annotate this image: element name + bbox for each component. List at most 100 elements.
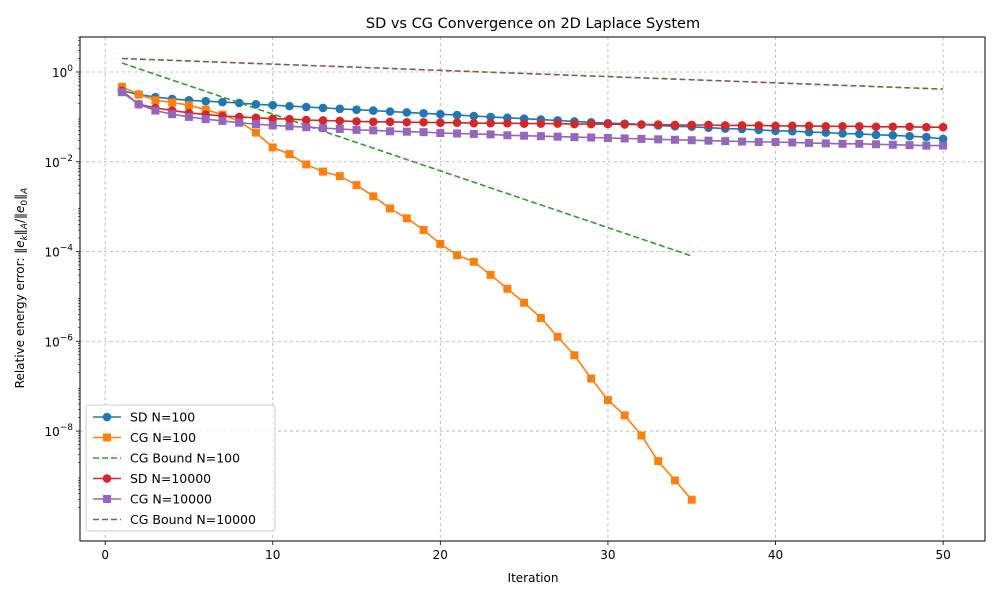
data-point (587, 374, 596, 383)
x-tick-label: 0 (101, 548, 109, 562)
data-point (620, 411, 629, 420)
x-axis-ticks: 0 10 20 30 40 50 (101, 541, 951, 562)
data-point (503, 284, 512, 293)
plot-area-border (79, 36, 986, 542)
data-point (302, 123, 311, 132)
data-point (536, 119, 546, 128)
series-cg-bound-n-100 (121, 62, 692, 257)
data-point (402, 108, 412, 117)
data-point (721, 137, 730, 146)
data-point (402, 214, 411, 223)
data-point (787, 121, 797, 131)
series-cg-bound-n-10000 (121, 57, 944, 90)
data-point (520, 131, 529, 140)
data-point (268, 143, 277, 152)
data-point (436, 239, 445, 248)
legend-label: CG N=100 (130, 430, 196, 445)
data-point (771, 121, 780, 131)
data-point (335, 116, 345, 126)
legend-item-cg-n-100: CG N=100 (93, 430, 196, 445)
data-point (922, 122, 931, 132)
data-point (687, 136, 696, 145)
data-point (134, 100, 143, 109)
y-tick-label: 10−2 (44, 154, 73, 170)
data-point (436, 118, 445, 128)
x-tick-label: 40 (768, 548, 783, 562)
data-point (737, 137, 746, 146)
data-point (486, 112, 495, 122)
data-point (385, 117, 395, 127)
data-point (319, 124, 328, 133)
legend-label: SD N=10000 (130, 471, 211, 486)
series-line (121, 62, 692, 257)
data-point (419, 225, 428, 234)
data-point (872, 140, 881, 149)
data-point (587, 133, 596, 142)
data-point (771, 138, 780, 147)
legend-marker (102, 412, 112, 422)
series-cg-n-100 (117, 82, 696, 504)
data-point (788, 138, 797, 147)
data-point (637, 134, 646, 143)
data-point (570, 133, 579, 142)
data-point (335, 104, 345, 114)
data-point (586, 119, 596, 129)
data-point (319, 167, 328, 176)
data-point (939, 141, 948, 150)
data-point (754, 138, 763, 147)
data-point (670, 135, 679, 144)
data-point (687, 120, 697, 130)
data-point (385, 107, 395, 116)
legend-label: SD N=100 (130, 410, 195, 425)
data-point (469, 129, 478, 138)
y-tick-label: 10−8 (44, 423, 73, 439)
data-point (302, 160, 311, 169)
data-point (553, 332, 562, 341)
data-point (838, 139, 847, 148)
data-point (218, 97, 227, 107)
legend: SD N=100 CG N=100 CG Bound N=100 SD N=10000… (85, 404, 276, 532)
legend-item-cg-bound-n-10000: CG Bound N=10000 (93, 512, 256, 527)
data-point (603, 119, 613, 129)
x-tick-label: 50 (935, 548, 950, 562)
data-point (922, 141, 931, 150)
data-point (720, 121, 730, 130)
data-point (754, 121, 764, 130)
data-point (352, 117, 361, 126)
data-point (805, 138, 814, 147)
y-tick-label: 100 (52, 64, 73, 80)
data-point (821, 128, 831, 137)
y-axis-ticks: 100 10−2 10−4 10−6 10−8 (44, 36, 80, 508)
data-point (503, 131, 512, 140)
series-line (121, 57, 944, 90)
legend-label: CG Bound N=10000 (130, 512, 256, 527)
data-point (251, 113, 261, 123)
data-point (570, 119, 579, 129)
data-point (386, 127, 395, 136)
data-point (536, 313, 545, 322)
data-point (168, 110, 177, 119)
data-point (653, 120, 663, 129)
data-point (402, 117, 412, 127)
data-point (419, 128, 428, 137)
legend-marker (103, 495, 111, 503)
data-point (620, 134, 629, 143)
data-point (352, 181, 361, 190)
data-point (301, 102, 311, 112)
data-point (318, 116, 328, 125)
data-point (318, 103, 328, 113)
data-point (117, 88, 126, 97)
data-point (368, 106, 378, 115)
data-point (603, 396, 612, 405)
data-point (285, 122, 294, 131)
data-point (168, 98, 177, 107)
data-point (855, 129, 864, 139)
data-point (352, 105, 361, 115)
series-layer (117, 57, 948, 504)
data-point (335, 125, 344, 134)
data-point (352, 125, 361, 134)
data-point (486, 270, 495, 279)
legend-item-cg-bound-n-100: CG Bound N=100 (93, 451, 240, 466)
data-point (386, 204, 395, 213)
legend-item-sd-n-10000: SD N=10000 (93, 471, 211, 486)
